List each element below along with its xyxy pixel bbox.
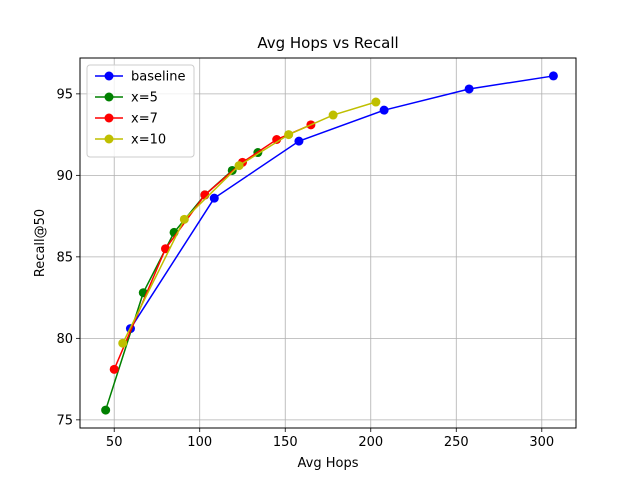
series-line — [129, 75, 554, 329]
legend-box — [86, 64, 195, 158]
y-tick-label: 95 — [56, 87, 73, 102]
x-tick-label: 100 — [187, 435, 212, 450]
chart-title: Avg Hops vs Recall — [257, 34, 398, 52]
x-tick-label: 300 — [529, 435, 554, 450]
data-point — [118, 338, 128, 348]
legend-item: x=5 — [95, 91, 158, 106]
data-point — [328, 110, 338, 120]
series-layer — [101, 71, 558, 415]
data-point — [101, 405, 111, 415]
legend: baseline x=5 x=7 x=10 — [86, 64, 195, 158]
series-x-10 — [118, 97, 381, 348]
data-point — [294, 136, 304, 146]
data-point — [209, 193, 219, 203]
series-line — [113, 124, 312, 370]
y-tick-label: 80 — [56, 332, 73, 347]
y-axis-label: Recall@50 — [33, 209, 48, 277]
data-point — [234, 161, 244, 171]
x-axis-label: Avg Hops — [298, 456, 359, 471]
data-point — [284, 130, 294, 140]
data-point — [379, 105, 389, 115]
data-point — [200, 190, 210, 200]
legend-marker — [104, 92, 114, 102]
x-tick-label: 150 — [273, 435, 298, 450]
legend-marker — [104, 134, 114, 144]
data-point — [161, 244, 171, 254]
legend-marker — [104, 113, 114, 123]
legend-label: x=5 — [131, 91, 158, 106]
legend-label: baseline — [131, 70, 185, 85]
data-point — [464, 84, 474, 94]
x-tick-label: 250 — [444, 435, 469, 450]
data-point — [548, 71, 558, 81]
x-tick-label: 50 — [106, 435, 123, 450]
series-line — [122, 101, 377, 344]
legend-item: x=10 — [95, 133, 166, 148]
legend-label: x=7 — [131, 112, 158, 127]
data-point — [179, 214, 189, 224]
y-tick-label: 75 — [56, 413, 73, 428]
data-point — [371, 97, 381, 107]
legend-item: x=7 — [95, 112, 158, 127]
data-point — [109, 364, 119, 374]
ticks: 50 100 150 200 250 300 75 80 85 90 95 — [56, 87, 554, 450]
series-baseline — [125, 71, 558, 334]
y-tick-label: 90 — [56, 169, 73, 184]
plot-frame — [79, 57, 577, 429]
series-x-7 — [109, 120, 316, 374]
legend-label: x=10 — [131, 133, 166, 148]
data-point — [272, 134, 282, 144]
x-tick-label: 200 — [358, 435, 383, 450]
legend-item: baseline — [95, 70, 185, 85]
legend-marker — [104, 71, 114, 81]
y-tick-label: 85 — [56, 250, 73, 265]
